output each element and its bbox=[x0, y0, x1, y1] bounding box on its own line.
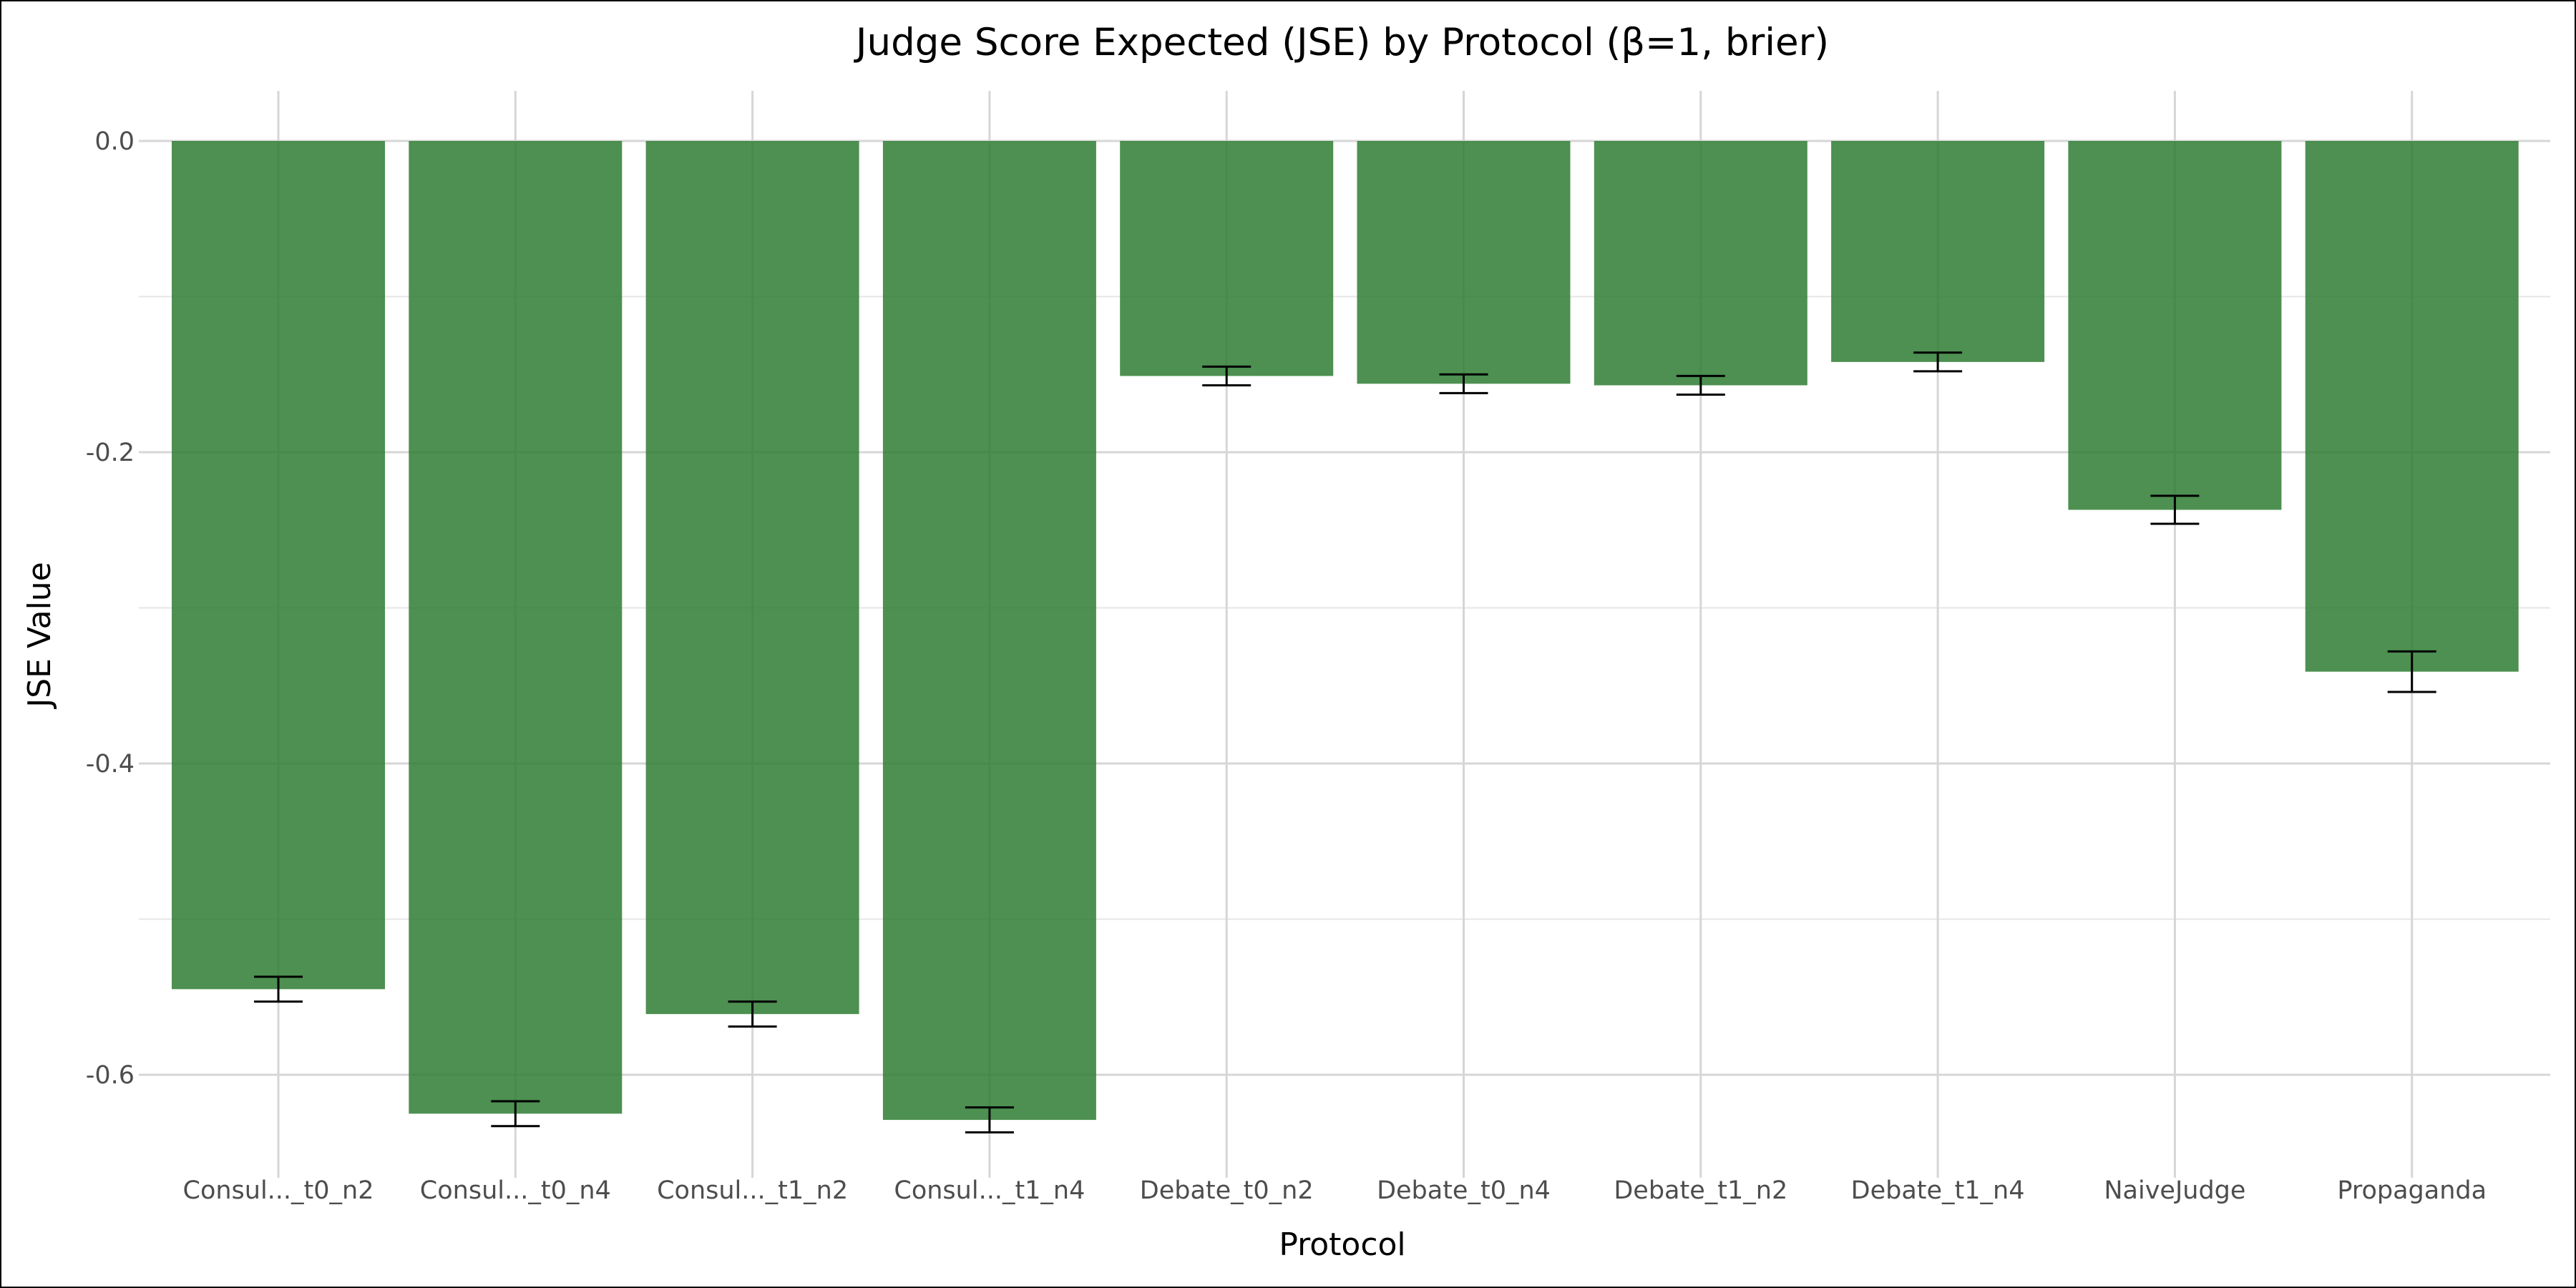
error-bar bbox=[1202, 365, 1252, 386]
error-bar bbox=[254, 975, 303, 1003]
y-tick-label: 0.0 bbox=[94, 127, 135, 156]
error-bar bbox=[965, 1106, 1014, 1133]
bar bbox=[1831, 141, 2045, 362]
bar bbox=[1120, 141, 1334, 376]
error-bar bbox=[1676, 374, 1725, 396]
x-tick-label: Consul..._t1_n2 bbox=[657, 1176, 848, 1205]
x-tick-label: Debate_t0_n4 bbox=[1377, 1176, 1551, 1205]
error-bars-group bbox=[254, 351, 2436, 1133]
bars-group bbox=[172, 141, 2519, 1121]
bar bbox=[1357, 141, 1571, 384]
error-bar bbox=[1913, 351, 1963, 373]
x-tick-label: Debate_t1_n4 bbox=[1851, 1176, 2025, 1205]
bar bbox=[882, 141, 1096, 1121]
y-tick-label: -0.6 bbox=[86, 1061, 135, 1090]
x-tick-label: Consul..._t0_n2 bbox=[183, 1176, 374, 1205]
x-axis-title: Protocol bbox=[1279, 1226, 1405, 1263]
error-bar bbox=[728, 1000, 777, 1028]
bar bbox=[2305, 141, 2519, 672]
y-axis-title: JSE Value bbox=[21, 562, 58, 710]
x-tick-label: Propaganda bbox=[2337, 1176, 2487, 1205]
x-tick-labels: Consul..._t0_n2 Consul..._t0_n4 Consul..._… bbox=[183, 1176, 2487, 1205]
y-tick-label: -0.4 bbox=[86, 750, 135, 779]
bar bbox=[2068, 141, 2282, 510]
chart-title: Judge Score Expected (JSE) by Protocol (… bbox=[854, 21, 1829, 64]
x-tick-label: Consul..._t1_n4 bbox=[894, 1176, 1085, 1205]
x-tick-label: Consul..._t0_n4 bbox=[420, 1176, 611, 1205]
error-bar bbox=[1439, 373, 1488, 394]
x-tick-label: Debate_t1_n2 bbox=[1614, 1176, 1787, 1205]
error-bar bbox=[491, 1100, 540, 1128]
bar bbox=[409, 141, 623, 1114]
bar bbox=[172, 141, 385, 990]
y-tick-labels: 0.0 -0.2 -0.4 -0.6 bbox=[86, 127, 135, 1090]
bar bbox=[645, 141, 859, 1015]
x-tick-label: NaiveJudge bbox=[2104, 1176, 2245, 1205]
error-bar bbox=[2150, 494, 2200, 525]
y-tick-label: -0.2 bbox=[86, 439, 135, 467]
bar bbox=[1594, 141, 1807, 386]
x-tick-label: Debate_t0_n2 bbox=[1140, 1176, 1314, 1205]
error-bar bbox=[2387, 650, 2436, 693]
